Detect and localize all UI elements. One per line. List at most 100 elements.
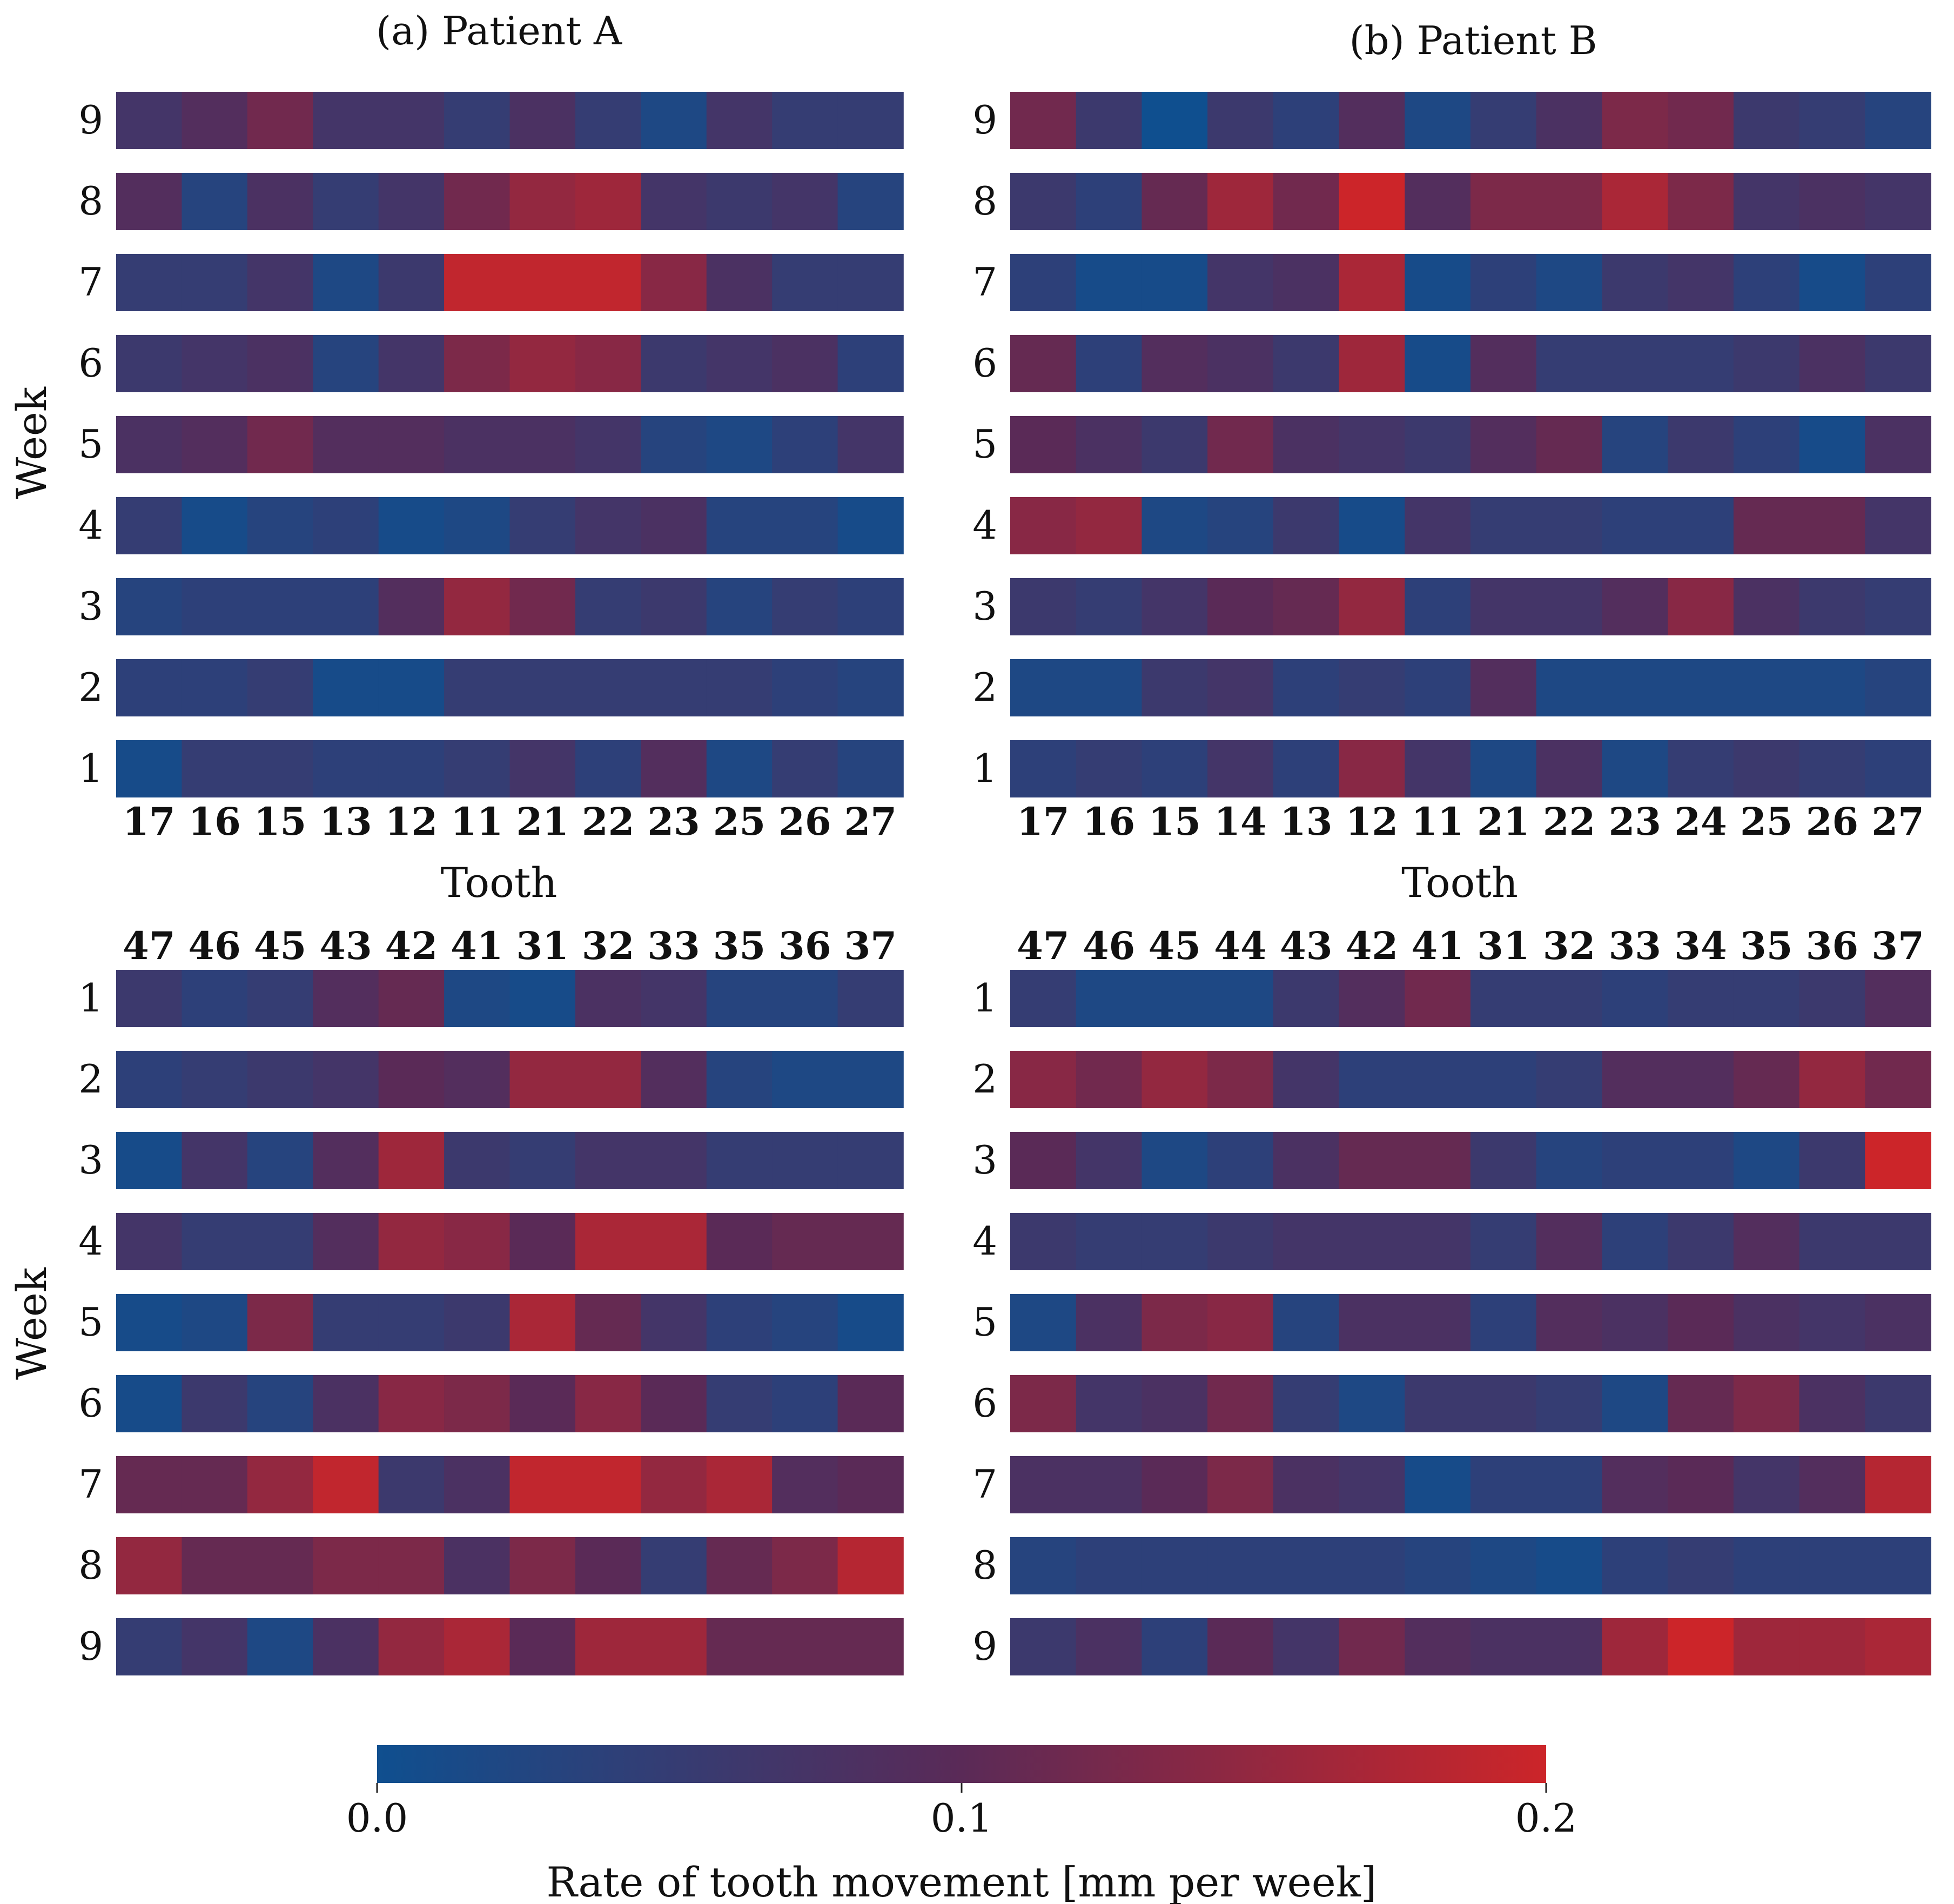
heatmap-cell <box>1076 92 1143 149</box>
y-tick-label: 4 <box>972 502 997 548</box>
heatmap-cell <box>1865 173 1931 230</box>
heatmap-cell <box>313 1375 379 1432</box>
y-tick-label: 7 <box>78 1461 103 1507</box>
heatmap-cell <box>182 1132 248 1189</box>
heatmap-cell <box>444 1537 511 1594</box>
heatmap-cell <box>1405 1132 1471 1189</box>
heatmap-cell <box>1076 1375 1143 1432</box>
heatmap-cell <box>837 1132 904 1189</box>
x-tick-label: 22 <box>1543 799 1595 844</box>
x-tick-label: 25 <box>713 799 766 844</box>
y-tick-label: 1 <box>972 746 997 791</box>
x-tick-label: 32 <box>582 923 634 968</box>
heatmap-cell <box>1405 1456 1471 1513</box>
heatmap-cell <box>1207 335 1274 392</box>
colorbar-gradient <box>377 1745 1546 1783</box>
heatmap-cell <box>182 659 248 716</box>
heatmap-cell <box>1076 1618 1143 1675</box>
heatmap-cell <box>772 92 838 149</box>
heatmap-cell <box>706 497 773 554</box>
heatmap-cell <box>182 970 248 1027</box>
x-tick-label: 46 <box>188 923 240 968</box>
heatmap-cell <box>313 659 379 716</box>
heatmap-cell <box>1339 497 1406 554</box>
x-tick-label: 26 <box>1806 799 1858 844</box>
heatmap-cell <box>1668 1213 1734 1270</box>
x-tick-label: 21 <box>516 799 568 844</box>
heatmap-cell <box>182 1456 248 1513</box>
heatmap-cell <box>1733 1132 1800 1189</box>
heatmap-cell <box>378 92 445 149</box>
heatmap-cell <box>1602 1132 1668 1189</box>
heatmap-cell <box>837 1213 904 1270</box>
heatmap-cell <box>772 740 838 797</box>
heatmap-cell <box>1865 970 1931 1027</box>
heatmap-cell <box>706 1294 773 1351</box>
y-tick-label: 4 <box>78 502 103 548</box>
heatmap-cell <box>1405 1618 1471 1675</box>
heatmap-cell <box>837 740 904 797</box>
heatmap-cell <box>1799 1618 1866 1675</box>
heatmap-cell <box>1273 335 1340 392</box>
heatmap-cell <box>1141 1618 1208 1675</box>
heatmap-cell <box>772 335 838 392</box>
colorbar: 0.0 0.1 0.2 Rate of tooth movement [mm p… <box>346 1745 1577 1904</box>
heatmap-cell <box>1405 659 1471 716</box>
y-tick-label: 2 <box>78 1056 103 1102</box>
heatmap-cell <box>575 497 642 554</box>
heatmap-cell <box>1405 416 1471 473</box>
heatmap-cell <box>1141 1456 1208 1513</box>
heatmap-cell <box>706 254 773 311</box>
heatmap-cell <box>444 173 511 230</box>
heatmap-cell <box>313 1456 379 1513</box>
x-tick-label: 47 <box>123 923 175 968</box>
heatmap-cell <box>182 1294 248 1351</box>
heatmap-cell <box>444 970 511 1027</box>
heatmap-cell <box>509 1537 576 1594</box>
heatmap-cell <box>1339 1618 1406 1675</box>
heatmap-cell <box>116 1294 183 1351</box>
heatmap-cell <box>247 1132 314 1189</box>
heatmap-cell <box>1273 1132 1340 1189</box>
y-axis-label: Week <box>8 1267 56 1380</box>
heatmap-cell <box>1076 578 1143 635</box>
heatmap-cell <box>1536 92 1603 149</box>
heatmap-cell <box>444 1294 511 1351</box>
heatmap-cell <box>837 497 904 554</box>
heatmap-cell <box>378 659 445 716</box>
heatmap-cell <box>444 1051 511 1108</box>
heatmap-cell <box>1207 92 1274 149</box>
heatmap-cell <box>1405 740 1471 797</box>
heatmap-cell <box>247 970 314 1027</box>
heatmap-cell <box>509 1132 576 1189</box>
heatmap-cell <box>1470 740 1537 797</box>
heatmap-cell <box>1076 1132 1143 1189</box>
heatmap-cell <box>116 335 183 392</box>
x-tick-label: 27 <box>1871 799 1924 844</box>
heatmap-cell <box>1076 1051 1143 1108</box>
heatmap-cell <box>1602 254 1668 311</box>
heatmap-cell <box>182 254 248 311</box>
heatmap-cell <box>1865 1213 1931 1270</box>
x-tick-label: 43 <box>1280 923 1332 968</box>
x-tick-label: 27 <box>844 799 897 844</box>
heatmap-cell <box>1733 254 1800 311</box>
heatmap-cell <box>1470 578 1537 635</box>
heatmap-cell <box>641 1537 707 1594</box>
y-tick-label: 9 <box>972 1624 997 1669</box>
heatmap-cell <box>1141 740 1208 797</box>
heatmap-cell <box>641 92 707 149</box>
heatmap-cell <box>1207 1132 1274 1189</box>
heatmap-cell <box>1010 659 1077 716</box>
heatmap-cell <box>772 1213 838 1270</box>
heatmap-cell <box>1207 1294 1274 1351</box>
heatmap-cell <box>247 416 314 473</box>
heatmap-cell <box>509 254 576 311</box>
heatmap-cell <box>706 1132 773 1189</box>
heatmap-cell <box>1470 1213 1537 1270</box>
x-tick-label: 17 <box>1017 799 1069 844</box>
x-tick-label: 13 <box>1280 799 1332 844</box>
heatmap-cell <box>1733 1051 1800 1108</box>
